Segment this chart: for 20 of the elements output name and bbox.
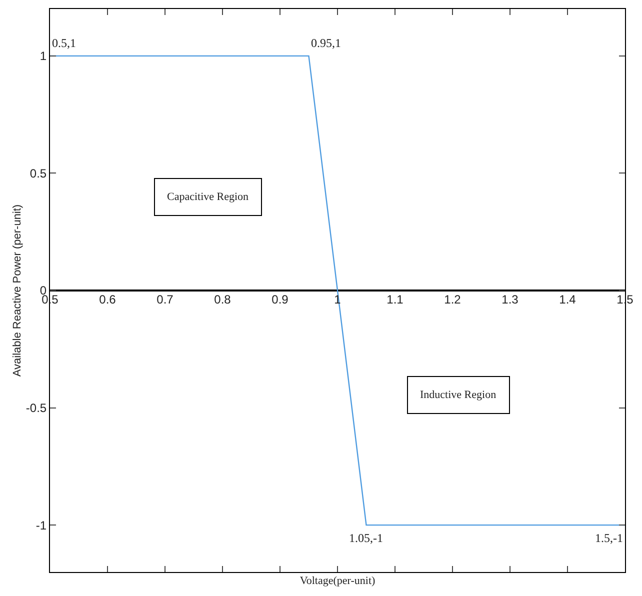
x-tick-label: 0.9 xyxy=(272,292,289,306)
x-tick-label: 1.1 xyxy=(386,292,404,306)
annotation: 1.05,-1 xyxy=(349,531,383,545)
y-tick-label: -1 xyxy=(36,518,47,532)
y-tick-label: -0.5 xyxy=(26,400,47,415)
x-axis-title: Voltage(per-unit) xyxy=(300,575,376,588)
y-tick-label: 0.5 xyxy=(30,166,47,180)
x-tick-label: 0.8 xyxy=(214,292,232,306)
annotation: Inductive Region xyxy=(420,389,497,401)
annotation: 0.5,1 xyxy=(52,36,76,50)
annotation: 1.5,-1 xyxy=(595,531,623,545)
y-axis-title: Available Reactive Power (per-unit) xyxy=(12,204,24,377)
x-tick-label: 0.7 xyxy=(156,292,174,306)
x-tick-label: 1.4 xyxy=(559,292,576,306)
annotation: 0.95,1 xyxy=(311,36,341,50)
x-tick-label: 0.6 xyxy=(99,292,116,306)
y-tick-label: 1 xyxy=(40,49,47,64)
annotation: Capacitive Region xyxy=(167,191,250,203)
x-tick-label: 1.2 xyxy=(444,292,462,306)
x-tick-label: 1.3 xyxy=(502,292,519,306)
